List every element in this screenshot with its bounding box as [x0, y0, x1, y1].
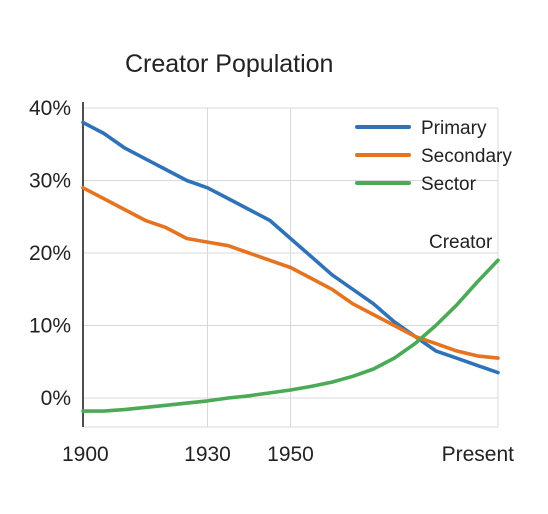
y-tick-label: 30%: [29, 170, 71, 193]
x-tick-label: 1900: [62, 443, 109, 466]
legend-label-secondary: Secondary: [421, 146, 512, 167]
tick-labels: 0% 10% 20% 30% 40% 1900 1930 1950 Present: [29, 97, 514, 466]
annotations: Creator: [429, 232, 493, 253]
series-line-primary: [81, 120, 500, 375]
legend-label-sector: Sector: [421, 174, 477, 195]
y-tick-label: 20%: [29, 242, 71, 265]
x-tick-label: Present: [442, 443, 515, 466]
grid: [83, 107, 499, 428]
y-tick-label: 0%: [41, 387, 71, 410]
legend-label-primary: Primary: [421, 118, 487, 139]
x-tick-label: 1930: [184, 443, 231, 466]
series-line-sector: [81, 258, 500, 413]
annotation-label: Creator: [429, 232, 493, 253]
legend: Primary Secondary Sector: [355, 118, 512, 195]
y-tick-label: 10%: [29, 315, 71, 338]
x-tick-label: 1950: [267, 443, 314, 466]
series-line-secondary: [81, 186, 500, 360]
y-tick-label: 40%: [29, 97, 71, 120]
series-lines: [81, 120, 500, 413]
chart-title: Creator Population: [125, 50, 333, 78]
